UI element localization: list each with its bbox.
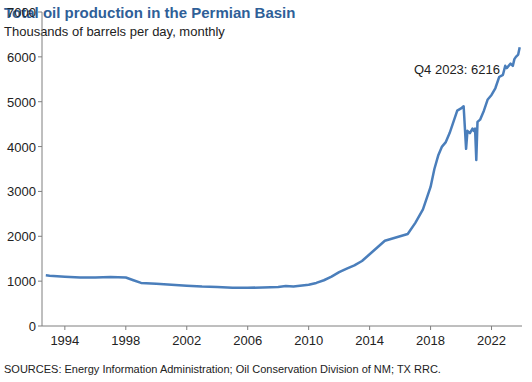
x-tick-label: 2022: [477, 333, 506, 348]
x-tick-label: 1994: [50, 333, 79, 348]
title: Total oil production in the Permian Basi…: [4, 4, 295, 21]
chart: Total oil production in the Permian Basi…: [0, 0, 532, 382]
y-tick: [38, 281, 42, 282]
x-tick-label: 2002: [172, 333, 201, 348]
x-tick-label: 2010: [294, 333, 323, 348]
y-tick: [38, 56, 42, 57]
y-tick: [38, 191, 42, 192]
production-line: [46, 47, 520, 288]
y-tick-label: 5000: [7, 95, 36, 110]
y-tick-label: 0: [29, 319, 36, 334]
y-tick-label: 4000: [7, 140, 36, 155]
y-tick-label: 1000: [7, 274, 36, 289]
annotation: Q4 2023: 6216: [414, 62, 500, 77]
x-tick: [247, 326, 248, 330]
x-tick: [308, 326, 309, 330]
y-tick-label: 6000: [7, 50, 36, 65]
x-tick-label: 2006: [233, 333, 262, 348]
x-tick: [369, 326, 370, 330]
x-tick-label: 2018: [416, 333, 445, 348]
x-tick: [64, 326, 65, 330]
y-tick-label: 3000: [7, 184, 36, 199]
x-tick-label: 2014: [355, 333, 384, 348]
x-tick-label: 1998: [111, 333, 140, 348]
x-tick: [430, 326, 431, 330]
y-tick-label: 2000: [7, 229, 36, 244]
x-axis-line: [42, 326, 522, 327]
y-tick-label: 7000: [7, 5, 36, 20]
subtitle: Thousands of barrels per day, monthly: [4, 24, 225, 39]
x-tick: [125, 326, 126, 330]
y-tick: [38, 101, 42, 102]
y-tick: [38, 12, 42, 13]
source: SOURCES: Energy Information Administrati…: [4, 363, 441, 375]
plot-area: [46, 47, 520, 288]
y-axis-line: [42, 12, 43, 326]
y-tick: [38, 326, 42, 327]
y-tick: [38, 236, 42, 237]
x-tick: [186, 326, 187, 330]
y-tick: [38, 146, 42, 147]
x-tick: [491, 326, 492, 330]
